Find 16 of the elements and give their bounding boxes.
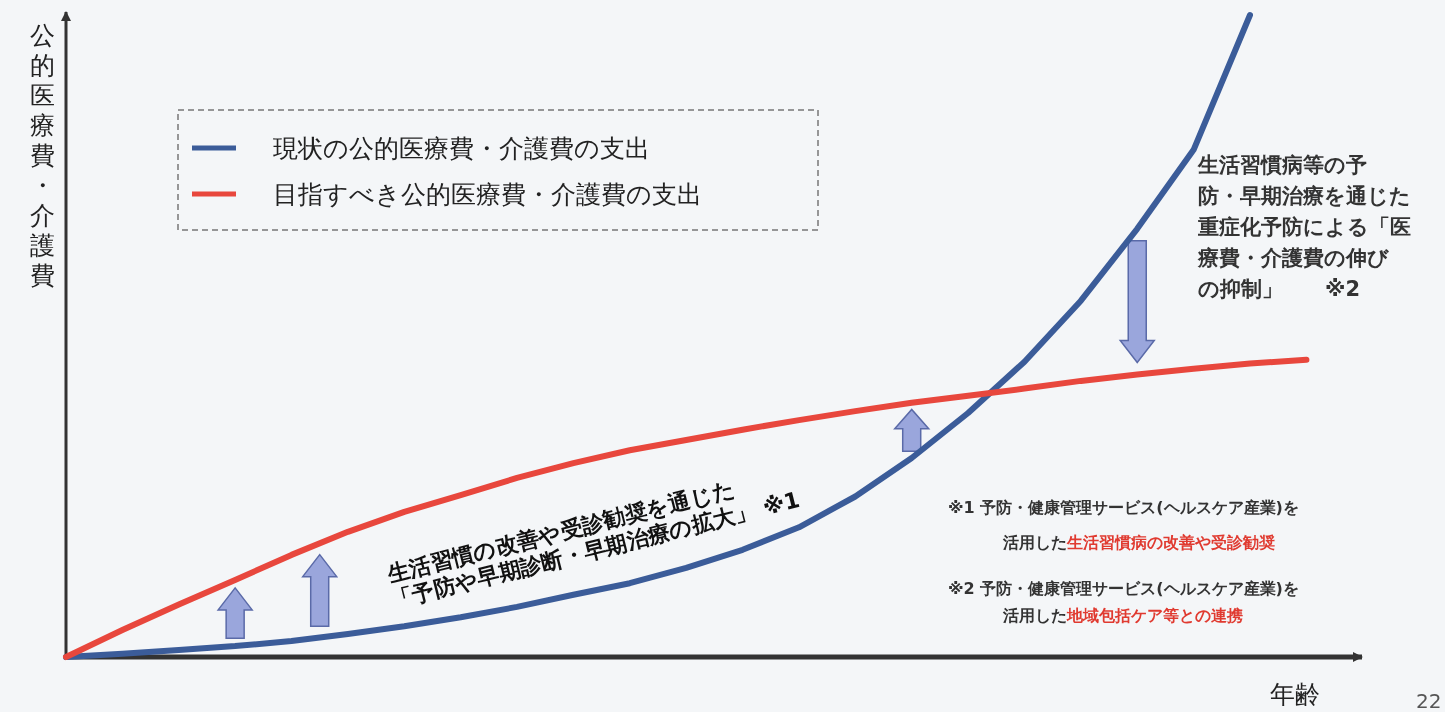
legend-label: 目指すべき公的医療費・介護費の支出 (273, 180, 702, 209)
legend-label: 現状の公的医療費・介護費の支出 (273, 134, 650, 163)
y-axis-title: 公的医療費・介護費 (30, 21, 55, 290)
annotation: 療費・介護費の伸び (1197, 246, 1389, 270)
annotation: 生活習慣病の改善や受診勧奨 (1066, 533, 1275, 552)
annotation: 防・早期治療を通じた (1198, 184, 1411, 208)
annotation: ※2 予防・健康管理サービス(ヘルスケア産業)を (948, 579, 1299, 598)
annotation: 活用した (1002, 606, 1067, 625)
annotation: 活用した (1002, 533, 1067, 552)
annotation: の抑制」 ※2 (1198, 277, 1361, 301)
text: 22 (1416, 689, 1442, 712)
annotation: 生活習慣病等の予 (1197, 153, 1367, 177)
annotation: 地域包括ケア等との連携 (1066, 606, 1243, 625)
annotation: 重症化予防による「医 (1197, 215, 1411, 239)
x-axis-title: 年齢 (1270, 680, 1320, 709)
annotation: ※1 予防・健康管理サービス(ヘルスケア産業)を (948, 498, 1299, 517)
